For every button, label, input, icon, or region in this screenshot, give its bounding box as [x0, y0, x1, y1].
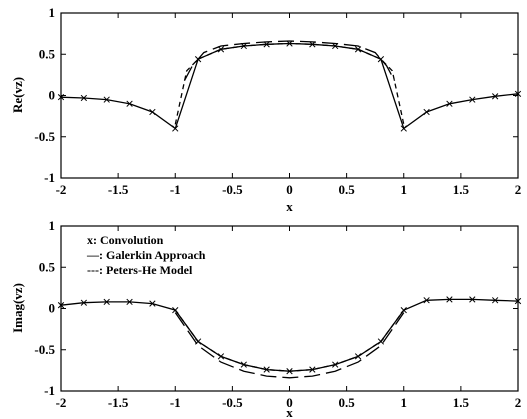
x-marker-stroke	[446, 296, 453, 303]
data-point-x-marker	[469, 96, 476, 103]
data-point-x-marker	[57, 302, 65, 309]
x-tick-label: -0.5	[222, 182, 243, 197]
x-marker-stroke	[57, 302, 65, 309]
x-tick-label: 0	[286, 182, 293, 197]
data-point-x-marker	[309, 366, 316, 373]
x-marker-stroke	[309, 366, 316, 373]
imag-vz-plot: -2 -1.5 -1 -0.5 0 0.5 1 1.5 2 -1 -0.5 0 0.5 1 x Imag(vz…	[10, 218, 521, 419]
x-tick-label: -2	[56, 395, 67, 410]
y-tick-label: 0.5	[39, 259, 56, 274]
series-line-short-dash	[174, 42, 405, 125]
x-marker-stroke	[126, 298, 133, 306]
x-marker-stroke	[514, 90, 522, 98]
data-point-x-marker	[149, 108, 156, 116]
y-axis-label: Imag(vz)	[10, 283, 25, 333]
x-marker-stroke	[172, 125, 179, 132]
x-tick-label: 1.5	[453, 182, 470, 197]
x-marker-stroke	[446, 100, 453, 107]
data-point-x-marker	[103, 298, 110, 306]
y-tick-label: 1	[49, 5, 56, 20]
x-marker-stroke	[263, 366, 270, 373]
series-line-x-markers	[60, 298, 519, 372]
x-marker-stroke	[80, 299, 88, 306]
data-point-x-marker	[263, 366, 270, 373]
data-point-x-marker	[217, 46, 225, 53]
legend-entry: x: Convolution	[87, 233, 164, 247]
data-point-x-marker	[80, 94, 88, 102]
x-marker-stroke	[469, 96, 476, 103]
y-axis-label: Re(vz)	[10, 77, 25, 113]
y-tick-label: 0	[49, 88, 56, 103]
data-point-x-marker	[149, 300, 156, 307]
data-point-x-marker	[172, 125, 179, 132]
x-tick-label: -2	[56, 182, 67, 197]
x-marker-stroke	[57, 93, 65, 101]
data-point-x-marker	[423, 297, 430, 304]
x-tick-label: -1	[170, 395, 181, 410]
data-point-x-marker	[354, 46, 362, 53]
x-marker-stroke	[423, 297, 430, 304]
legend-entry: ---: Peters-He Model	[87, 263, 193, 277]
x-marker-stroke	[491, 297, 499, 304]
y-tick-label: -0.5	[34, 129, 55, 144]
x-tick-label: -1	[170, 182, 181, 197]
x-tick-label: 0.5	[339, 395, 356, 410]
data-point-x-marker	[446, 100, 453, 107]
data-point-x-marker	[514, 90, 522, 98]
x-marker-stroke	[126, 100, 133, 107]
y-tick-label: -0.5	[34, 342, 55, 357]
data-point-x-marker	[126, 100, 133, 107]
data-point-x-marker	[57, 93, 65, 101]
y-tick-label: 1	[49, 218, 56, 233]
x-tick-label: 0.5	[339, 182, 356, 197]
x-tick-label: 2	[515, 182, 522, 197]
x-marker-stroke	[103, 96, 110, 103]
x-marker-stroke	[263, 41, 270, 48]
x-marker-stroke	[469, 296, 476, 303]
data-point-x-marker	[400, 125, 407, 132]
y-tick-label: -1	[44, 383, 55, 398]
y-tick-label: 0.5	[39, 46, 56, 61]
x-tick-label: 2	[515, 395, 522, 410]
re-vz-plot: -2 -1.5 -1 -0.5 0 0.5 1 1.5 2 -1 -0.5 0 0.5 1 x Re(vz)	[10, 5, 521, 214]
data-point-x-marker	[491, 297, 499, 304]
y-tick-label: -1	[44, 170, 55, 185]
x-marker-stroke	[149, 300, 156, 307]
x-axis-label: x	[286, 199, 293, 214]
x-marker-stroke	[514, 297, 522, 305]
x-tick-label: 1	[401, 182, 408, 197]
x-tick-label: 1.5	[453, 395, 470, 410]
x-marker-stroke	[149, 108, 156, 116]
x-marker-stroke	[423, 108, 430, 116]
x-marker-stroke	[354, 46, 362, 53]
data-point-x-marker	[423, 108, 430, 116]
plot-frame	[60, 12, 519, 179]
x-axis-label: x	[286, 405, 293, 419]
series-line-short-dash	[174, 309, 405, 372]
x-marker-stroke	[217, 46, 225, 53]
x-marker-stroke	[103, 298, 110, 306]
data-point-x-marker	[126, 298, 133, 306]
series-line-long-dash	[183, 40, 396, 82]
x-marker-stroke	[400, 125, 407, 132]
series-line-long-dash	[174, 312, 405, 379]
x-marker-stroke	[491, 93, 499, 100]
x-tick-label: -1.5	[108, 395, 129, 410]
x-tick-label: 0	[286, 395, 293, 410]
series-line-x-markers	[60, 42, 519, 130]
y-tick-label: 0	[49, 301, 56, 316]
data-point-x-marker	[446, 296, 453, 303]
legend-entry: —: Galerkin Approach	[86, 248, 206, 262]
data-point-x-marker	[103, 96, 110, 103]
x-tick-label: 1	[401, 395, 408, 410]
x-tick-label: -1.5	[108, 182, 129, 197]
data-point-x-marker	[514, 297, 522, 305]
data-point-x-marker	[80, 299, 88, 306]
x-marker-stroke	[80, 94, 88, 102]
data-point-x-marker	[491, 93, 499, 100]
x-marker-stroke	[377, 56, 385, 63]
x-tick-label: -0.5	[222, 395, 243, 410]
data-point-x-marker	[469, 296, 476, 303]
